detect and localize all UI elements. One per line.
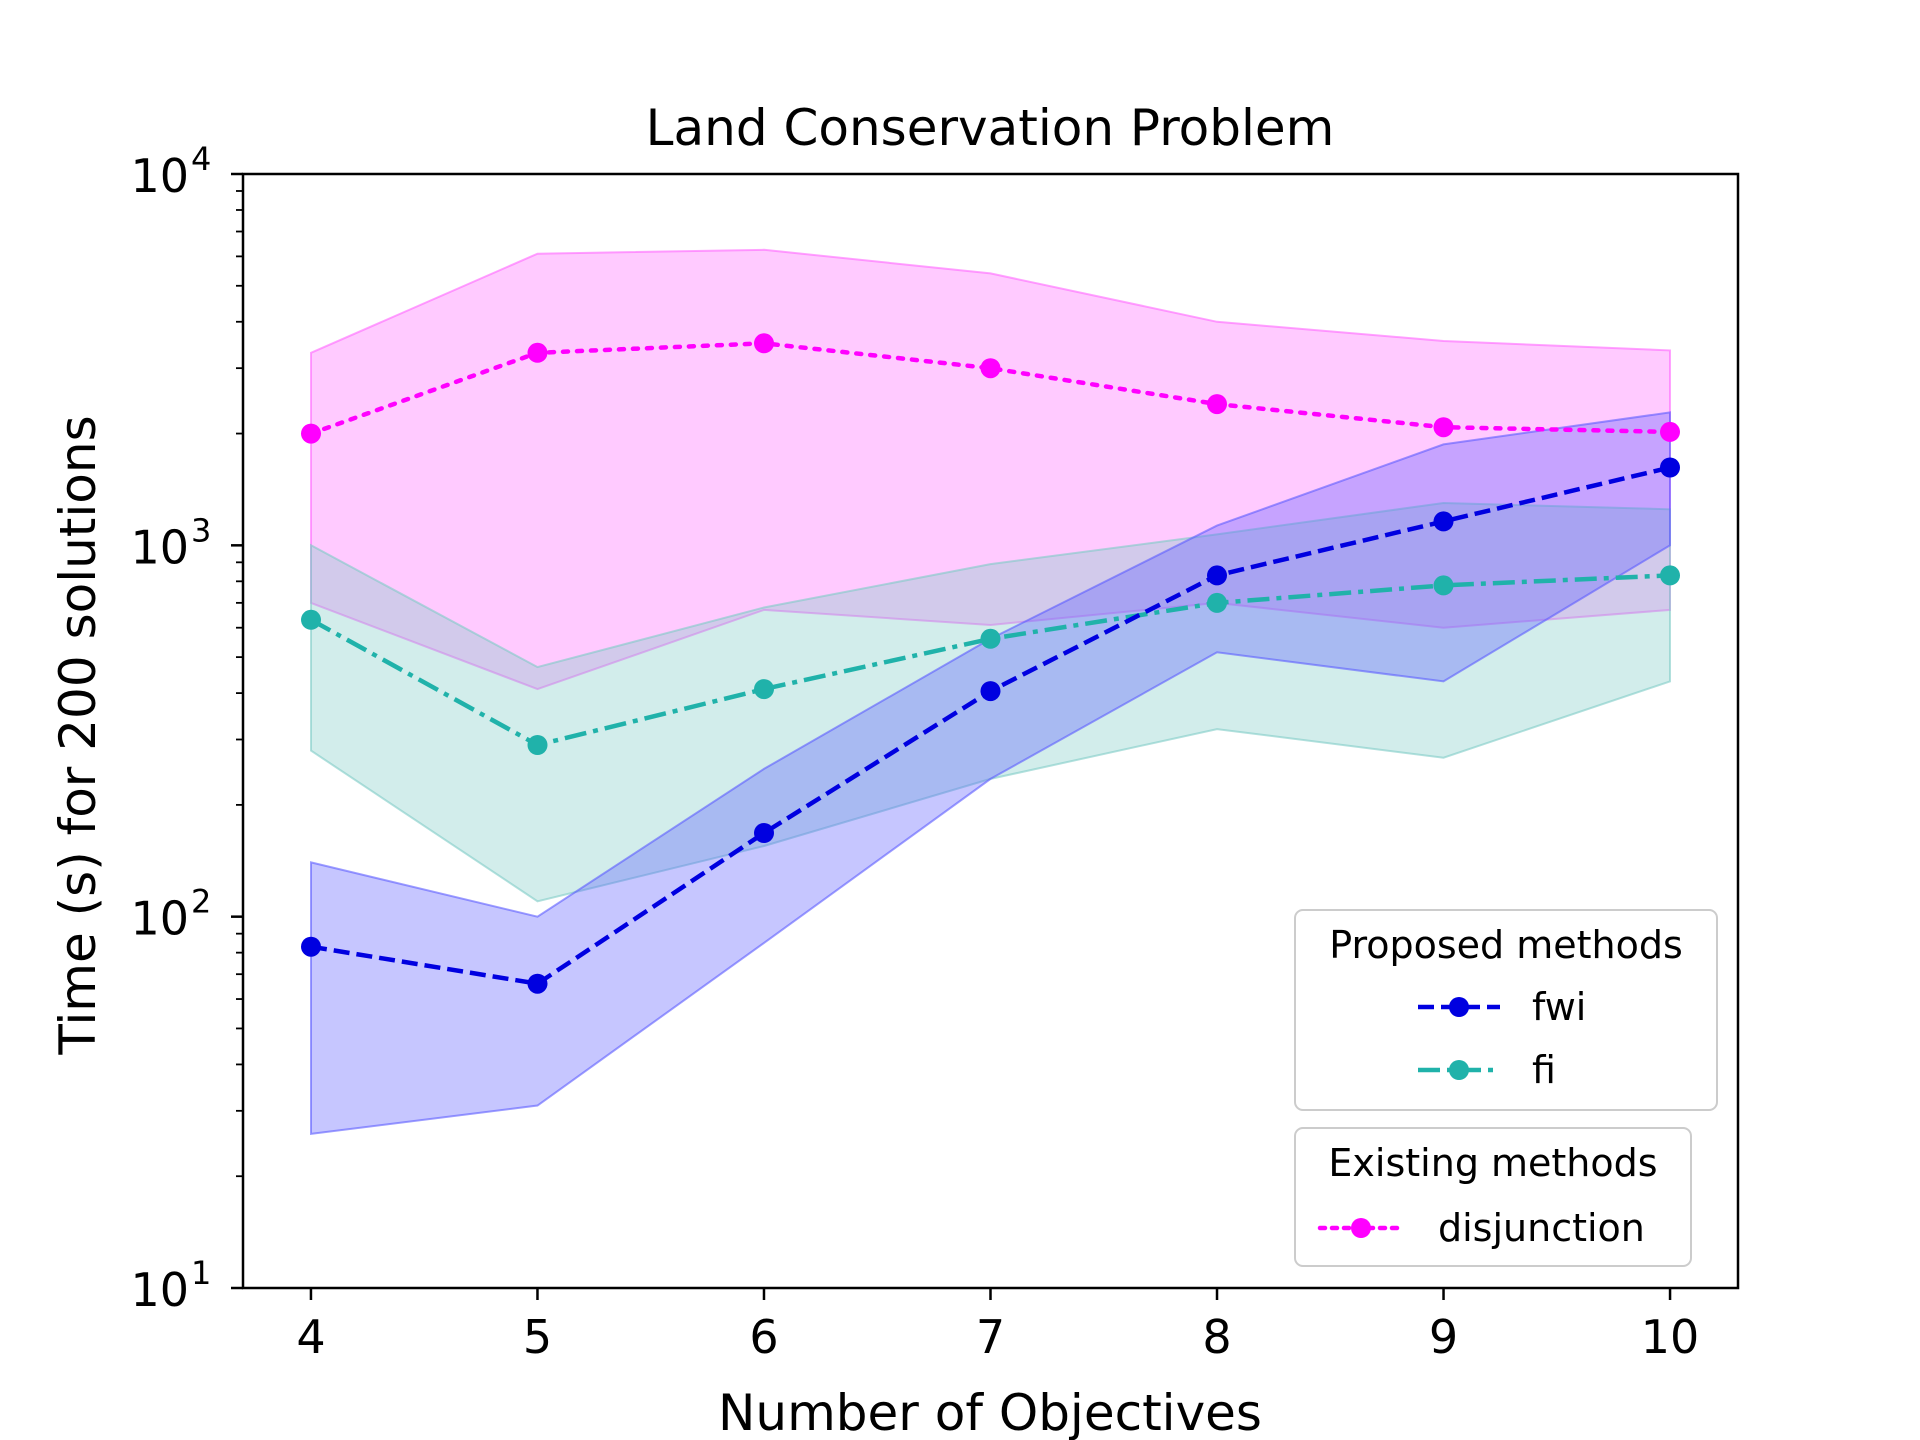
x-axis-label: Number of Objectives xyxy=(718,1384,1262,1440)
point-fi-7 xyxy=(980,628,1001,649)
y-tick-label-10: 10 xyxy=(130,1263,189,1317)
confidence-bands xyxy=(310,248,1671,1136)
point-disjunction-4 xyxy=(301,423,321,444)
point-disjunction-9 xyxy=(1433,417,1454,438)
legend-proposed-box xyxy=(1294,909,1718,1111)
point-disjunction-8 xyxy=(1207,394,1227,415)
point-fwi-8 xyxy=(1207,565,1227,586)
chart-title: Land Conservation Problem xyxy=(646,99,1335,157)
legend-existing-title: Existing methods xyxy=(1328,1141,1657,1185)
point-fi-4 xyxy=(301,609,321,630)
legend-existing-box xyxy=(1294,1127,1692,1267)
point-fwi-6 xyxy=(754,823,774,843)
series-points xyxy=(301,333,1680,994)
legend-proposed-methods: Proposed methods fwi fi xyxy=(1294,909,1718,1111)
legend-fi-marker xyxy=(1449,1060,1469,1080)
point-fi-9 xyxy=(1433,575,1454,596)
x-tick-label-9: 9 xyxy=(1429,1310,1458,1364)
point-fwi-10 xyxy=(1660,457,1680,478)
x-tick-label-10: 10 xyxy=(1641,1310,1700,1364)
x-tick-label-7: 7 xyxy=(976,1310,1005,1364)
point-disjunction-5 xyxy=(527,342,548,363)
y-axis-label: Time (s) for 200 solutions xyxy=(49,415,107,1055)
point-disjunction-10 xyxy=(1660,421,1680,442)
point-fi-10 xyxy=(1660,565,1680,586)
y-tick-label-10000: 10 xyxy=(130,149,189,203)
legend-fwi-label: fwi xyxy=(1532,985,1586,1029)
point-fwi-4 xyxy=(301,936,321,957)
y-tick-label-1000: 10 xyxy=(130,520,189,574)
y-tick-exponent-10000: 4 xyxy=(191,140,211,178)
point-fi-5 xyxy=(527,735,548,755)
legend-disjunction-label: disjunction xyxy=(1438,1206,1645,1250)
legend-fwi-marker xyxy=(1449,997,1469,1017)
point-fi-8 xyxy=(1207,592,1227,613)
point-fi-6 xyxy=(754,679,774,700)
x-axis-ticks: 4 5 6 7 8 9 10 xyxy=(296,1288,1699,1364)
x-tick-label-4: 4 xyxy=(296,1310,325,1364)
point-fwi-7 xyxy=(980,681,1001,702)
legend-proposed-title: Proposed methods xyxy=(1329,923,1683,967)
legend-existing-methods: Existing methods disjunction xyxy=(1294,1127,1692,1267)
point-disjunction-6 xyxy=(754,333,774,354)
x-tick-label-6: 6 xyxy=(749,1310,778,1364)
y-tick-exponent-10: 1 xyxy=(191,1254,211,1292)
x-tick-label-8: 8 xyxy=(1202,1310,1231,1364)
y-tick-exponent-100: 2 xyxy=(191,883,211,921)
point-disjunction-7 xyxy=(980,358,1001,379)
point-fwi-9 xyxy=(1433,511,1454,532)
legend-fi-label: fi xyxy=(1532,1048,1556,1092)
legend-disjunction-marker xyxy=(1351,1218,1371,1238)
band-fi xyxy=(310,501,1671,903)
x-tick-label-5: 5 xyxy=(523,1310,552,1364)
y-tick-exponent-1000: 3 xyxy=(191,511,211,549)
y-tick-label-100: 10 xyxy=(130,892,189,946)
point-fwi-5 xyxy=(527,973,548,994)
